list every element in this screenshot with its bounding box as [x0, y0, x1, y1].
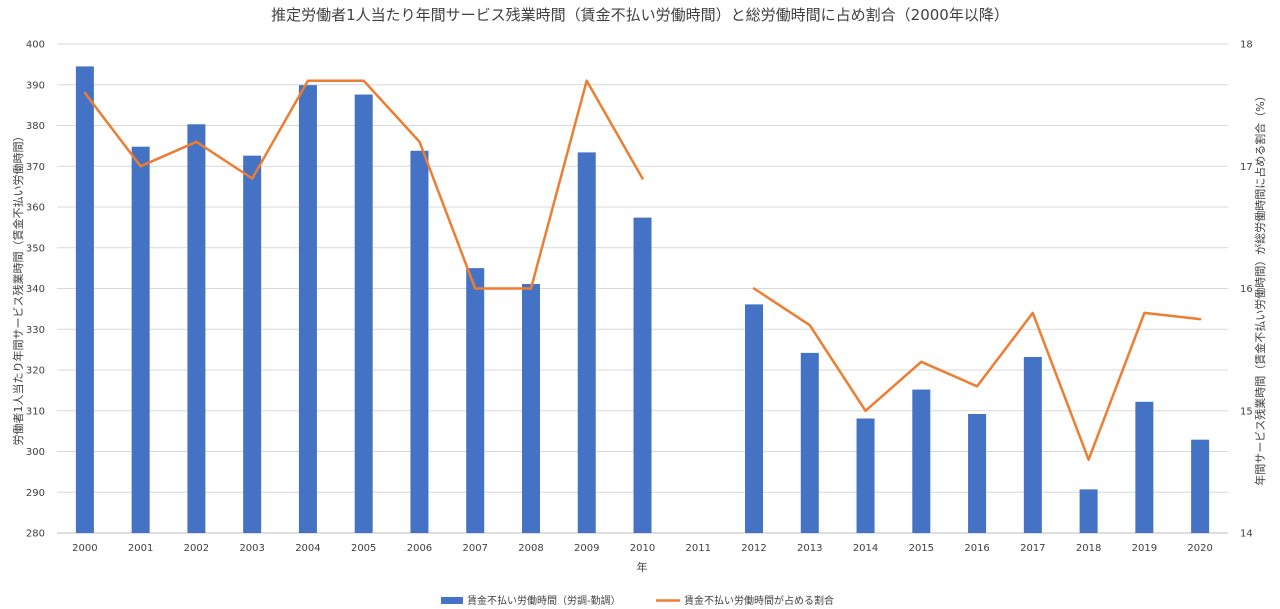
x-tick-label: 2013: [797, 543, 822, 554]
y-tick-label: 330: [26, 325, 45, 336]
bar: [912, 389, 931, 533]
bar: [466, 268, 485, 533]
y-tick-label: 290: [26, 488, 45, 499]
bar: [298, 85, 317, 533]
x-tick-label: 2010: [630, 543, 655, 554]
x-tick-label: 2006: [407, 543, 432, 554]
bar: [856, 418, 875, 533]
x-tick-label: 2015: [909, 543, 934, 554]
y-tick-label: 280: [26, 529, 45, 540]
bar-series: [75, 66, 1210, 533]
bar: [354, 94, 373, 533]
x-tick-label: 2009: [574, 543, 599, 554]
bar: [577, 152, 596, 533]
x-tick-label: 2007: [462, 543, 487, 554]
x-tick-label: 2005: [351, 543, 376, 554]
bar: [1191, 439, 1210, 533]
bar: [968, 414, 987, 533]
bar: [1023, 356, 1042, 533]
legend-bar-swatch: [441, 597, 463, 604]
bar: [131, 146, 150, 533]
y2-tick-label: 16: [1240, 284, 1253, 295]
bar: [410, 150, 429, 533]
bar: [521, 284, 540, 533]
bar: [243, 155, 262, 533]
x-tick-label: 2018: [1076, 543, 1101, 554]
y-tick-label: 310: [26, 406, 45, 417]
y-tick-label: 360: [26, 203, 45, 214]
x-tick-label: 2004: [295, 543, 320, 554]
y2-tick-label: 14: [1240, 529, 1253, 540]
x-tick-label: 2019: [1132, 543, 1157, 554]
x-tick-label: 2014: [853, 543, 878, 554]
y-tick-label: 320: [26, 366, 45, 377]
bar: [75, 66, 94, 533]
x-tick-label: 2001: [128, 543, 153, 554]
x-tick-label: 2017: [1020, 543, 1045, 554]
x-tick-label: 2008: [518, 543, 543, 554]
y-tick-label: 370: [26, 162, 45, 173]
legend-bar-label: 賃金不払い労働時間（労調-勤調）: [467, 594, 621, 607]
y-tick-label: 400: [26, 40, 45, 51]
x-axis-label: 年: [637, 560, 648, 574]
bar: [1135, 401, 1154, 533]
x-axis-ticks: 2000 2001 2002 2003 2004 2005 2006 2007 2008 2009…: [72, 543, 1213, 554]
bar: [1079, 489, 1098, 533]
y2-axis-label: 年間サービス残業時間（賃金不払い労働時間）が総労働時間に占める割合（%）: [1253, 90, 1267, 485]
right-axis-ticks: 14 15 16 17 18: [1240, 40, 1253, 540]
x-tick-label: 2020: [1187, 543, 1212, 554]
y-tick-label: 340: [26, 284, 45, 295]
bar: [800, 352, 819, 533]
legend-line-label: 賃金不払い労働時間が占める割合: [684, 594, 834, 607]
y-tick-label: 390: [26, 80, 45, 91]
y2-tick-label: 17: [1240, 162, 1253, 173]
x-tick-label: 2011: [686, 543, 711, 554]
y-tick-label: 300: [26, 447, 45, 458]
bar: [187, 124, 206, 533]
left-axis-ticks: 280 290 300 310 320 330 340 350 360 370 380 390 400: [26, 40, 45, 540]
x-tick-label: 2002: [184, 543, 209, 554]
x-tick-label: 2000: [72, 543, 97, 554]
x-tick-label: 2012: [741, 543, 766, 554]
y-axis-label: 労働者1人当たり年間サービス残業時間（賃金不払い労働時間）: [11, 131, 25, 446]
y2-tick-label: 15: [1240, 406, 1253, 417]
legend: 賃金不払い労働時間（労調-勤調） 賃金不払い労働時間が占める割合: [441, 594, 834, 607]
line-series: [83, 79, 1202, 461]
bar: [633, 217, 652, 533]
chart-title: 推定労働者1人当たり年間サービス残業時間（賃金不払い労働時間）と総労働時間に占め…: [271, 6, 1009, 24]
y-tick-label: 380: [26, 121, 45, 132]
bar: [745, 304, 764, 533]
x-tick-label: 2016: [964, 543, 989, 554]
x-tick-label: 2003: [239, 543, 264, 554]
y-tick-label: 350: [26, 243, 45, 254]
y2-tick-label: 18: [1240, 40, 1253, 51]
